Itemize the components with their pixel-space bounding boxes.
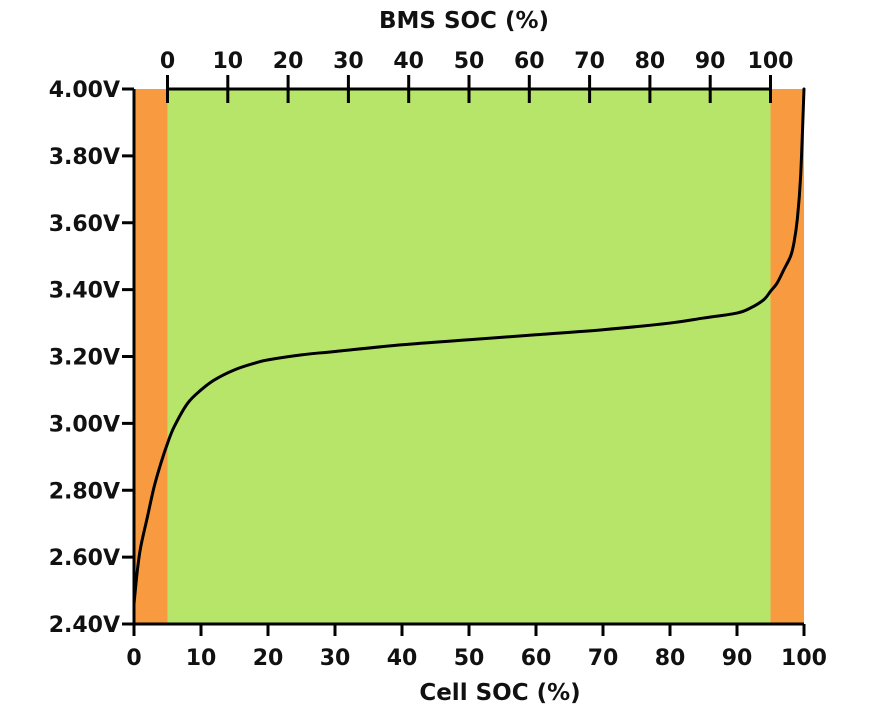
x-tick-label: 80	[655, 646, 686, 671]
left-axis-ticks: 2.40V 2.60V 2.80V 3.00V 3.20V 3.40V 3.60V 3.80V…	[49, 78, 134, 638]
top-tick-label: 100	[748, 49, 794, 74]
top-tick-label: 50	[454, 49, 485, 74]
series-line-0	[132, 87, 806, 606]
x-tick-label: 10	[186, 646, 217, 671]
y-tick-label: 3.60V	[49, 212, 120, 237]
soc-bands	[134, 89, 804, 624]
top-tick-label: 40	[393, 49, 424, 74]
top-tick-label: 20	[273, 49, 304, 74]
x-tick-label: 20	[253, 646, 284, 671]
top-axis-ticks: 0 10 20 30 40 50 60 70 80 90 100	[160, 49, 794, 103]
top-tick-label: 70	[574, 49, 605, 74]
y-tick-label: 4.00V	[49, 78, 120, 103]
x-axis-title: Cell SOC (%)	[419, 680, 580, 706]
top-tick-label: 60	[514, 49, 545, 74]
y-tick-label: 2.80V	[49, 479, 120, 504]
top-tick-label: 80	[635, 49, 666, 74]
top-axis-title: BMS SOC (%)	[379, 8, 549, 34]
top-tick-label: 10	[212, 49, 243, 74]
top-tick-label: 0	[160, 49, 175, 74]
band-high-reserve	[770, 89, 804, 624]
x-tick-label: 50	[454, 646, 485, 671]
top-tick-label: 30	[333, 49, 364, 74]
x-tick-label: 0	[126, 646, 141, 671]
top-tick-label: 90	[695, 49, 726, 74]
y-tick-label: 2.60V	[49, 546, 120, 571]
x-tick-label: 40	[387, 646, 418, 671]
y-tick-label: 3.80V	[49, 145, 120, 170]
x-tick-label: 70	[588, 646, 619, 671]
y-tick-label: 2.40V	[49, 613, 120, 638]
y-tick-label: 3.20V	[49, 346, 120, 371]
y-tick-label: 3.00V	[49, 412, 120, 437]
x-tick-label: 90	[722, 646, 753, 671]
band-low-reserve	[134, 89, 168, 624]
band-usable	[167, 89, 771, 624]
x-tick-label: 60	[521, 646, 552, 671]
y-tick-label: 3.40V	[49, 279, 120, 304]
bottom-axis-ticks: 0 10 20 30 40 50 60 70 80 90 100	[126, 624, 827, 671]
curve-layer	[132, 87, 806, 606]
x-tick-label: 100	[781, 646, 827, 671]
x-tick-label: 30	[320, 646, 351, 671]
